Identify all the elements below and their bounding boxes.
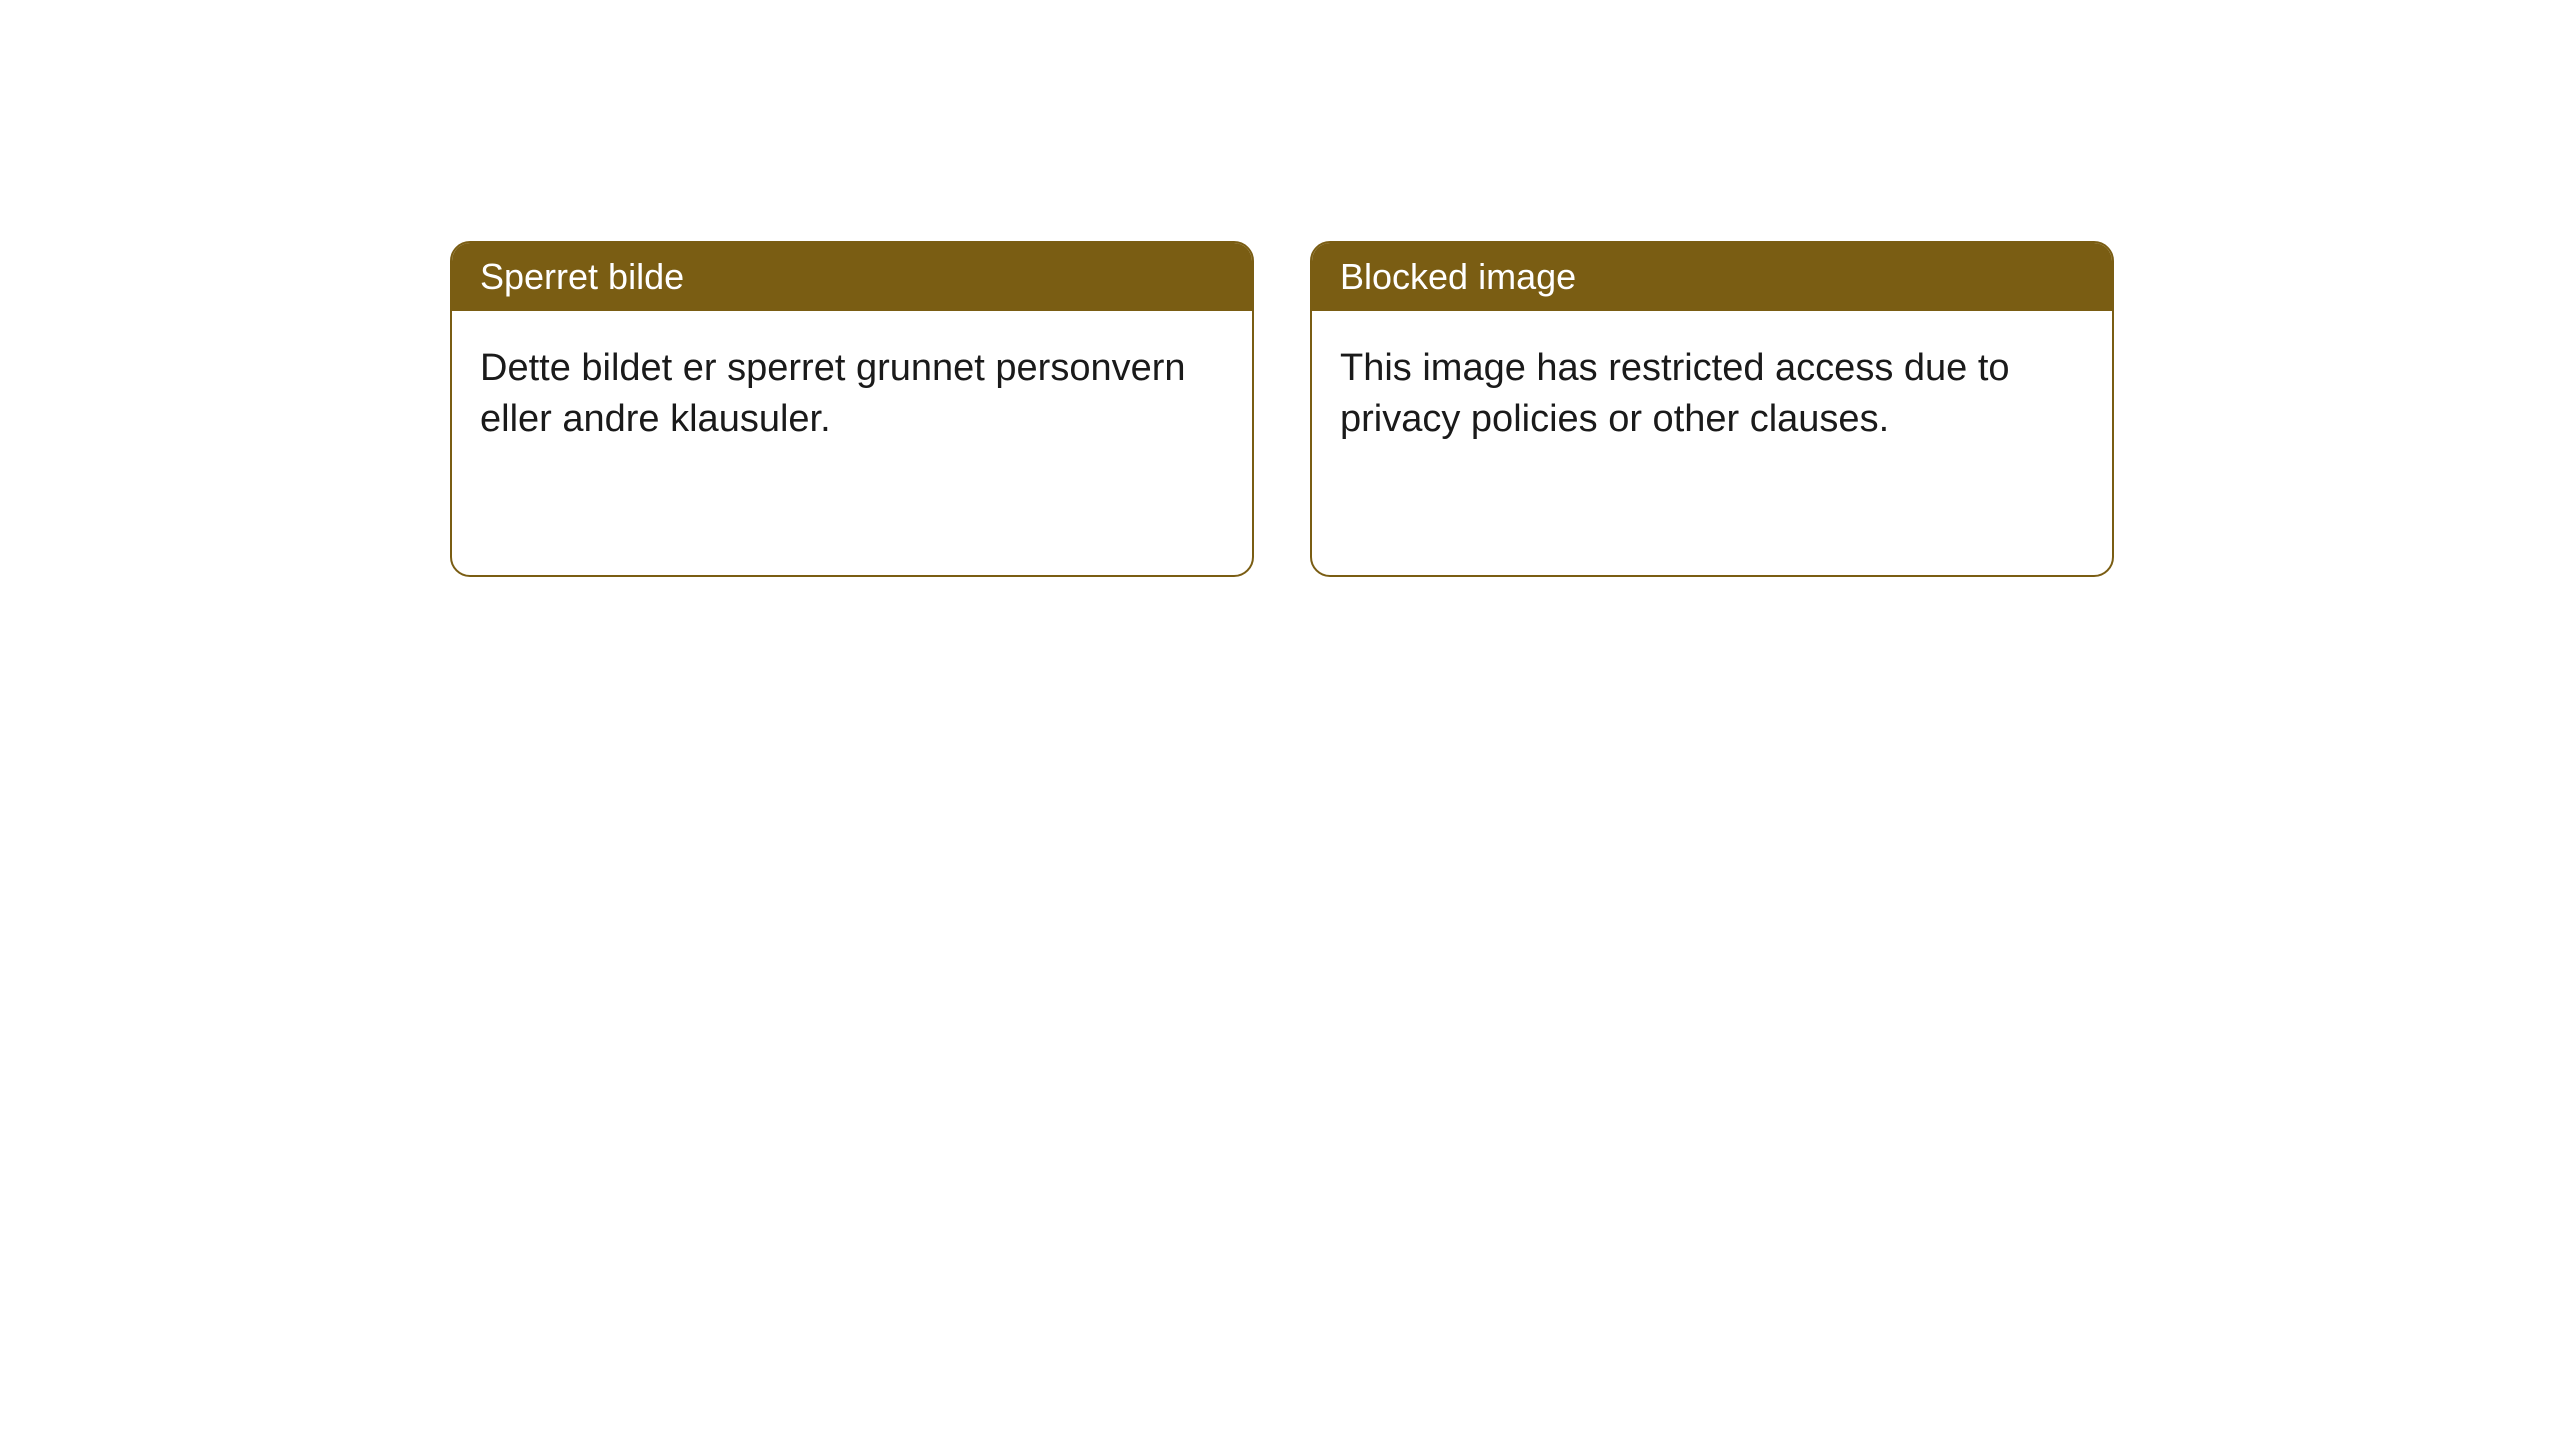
notice-container: Sperret bilde Dette bildet er sperret gr… — [450, 241, 2114, 577]
notice-header-en: Blocked image — [1312, 243, 2112, 311]
notice-box-no: Sperret bilde Dette bildet er sperret gr… — [450, 241, 1254, 577]
notice-body-no: Dette bildet er sperret grunnet personve… — [452, 311, 1252, 478]
notice-header-no: Sperret bilde — [452, 243, 1252, 311]
notice-body-en: This image has restricted access due to … — [1312, 311, 2112, 478]
notice-box-en: Blocked image This image has restricted … — [1310, 241, 2114, 577]
